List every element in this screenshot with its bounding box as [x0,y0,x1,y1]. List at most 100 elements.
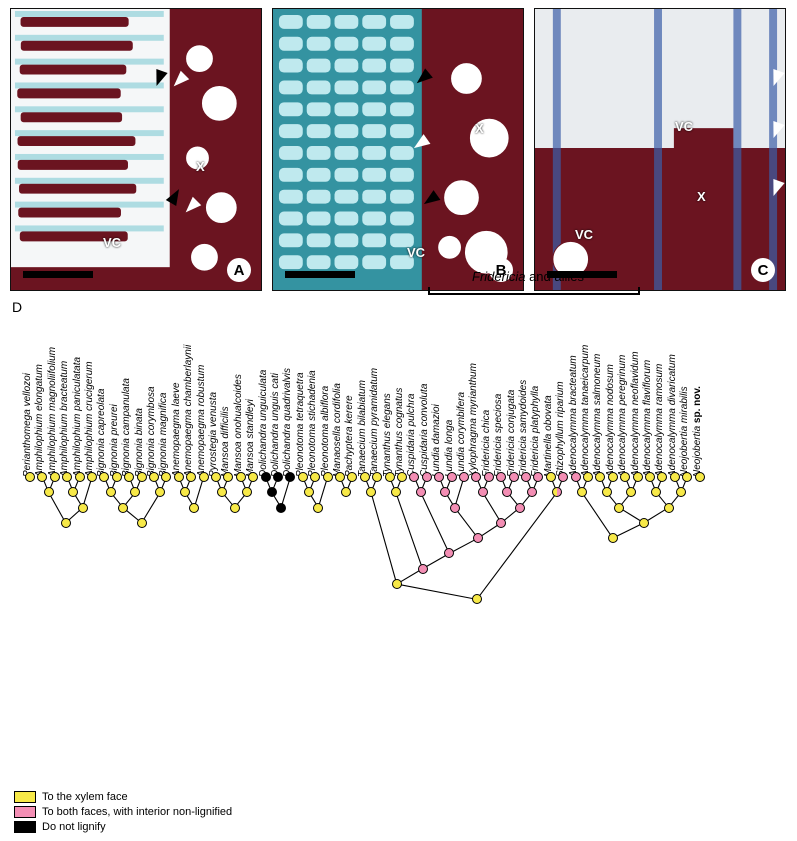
tree-node [189,503,199,513]
tree-tip [509,472,519,482]
tissue-label-vc: VC [407,245,425,260]
tree-node [515,503,525,513]
taxon-label: Pachyptera kerere [344,395,355,477]
tree-tip [50,472,60,482]
tree-node [496,518,506,528]
tree-node [230,503,240,513]
taxon-label: Anemopaegma chamberlaynii [183,345,194,477]
scalebar [23,271,93,278]
taxon-label: Adenocalymma peregrinum [617,355,628,477]
scalebar [285,271,355,278]
taxon-label: Fridericia platyphylla [530,386,541,477]
tree-node [392,579,402,589]
taxon-label: Adenocalymma nodosum [605,364,616,477]
tree-node [78,503,88,513]
legend-label: To both faces, with interior non-lignifi… [42,806,232,818]
phylogeny-tree [10,477,787,767]
legend-label: To the xylem face [42,791,128,803]
taxon-label: Anemopaegma robustum [196,365,207,477]
tree-tip [211,472,221,482]
micrograph-panel-b: VCXB [272,8,524,291]
tissue-label-x: X [475,121,484,136]
legend-label: Do not lignify [42,821,106,833]
taxon-label: Adenocalymma flaviflorum [642,360,653,477]
tree-tip [25,472,35,482]
taxon-label: Pleonotoma albiflora [320,386,331,477]
taxon-label: Amphilophium crucigerum [84,361,95,477]
taxon-label: Amphilophium paniculatata [72,357,83,477]
tissue-label-x: X [697,189,706,204]
tree-tip [75,472,85,482]
tree-tip [112,472,122,482]
taxon-label: Adenocalymma bracteatum [568,355,579,477]
tree-node [44,487,54,497]
tree-tip [335,472,345,482]
taxon-label: Cuspidaria pulchra [406,394,417,477]
taxon-label: Amphilophium magnoliifolium [47,347,58,477]
taxon-label: Bignonia magnifica [158,393,169,478]
tree-tip [546,472,556,482]
taxon-label: Amphilophium bracteatum [59,361,70,477]
panel-d-letter: D [12,299,787,315]
taxon-label: Lundia damazioi [431,404,442,477]
tree-node [118,503,128,513]
taxon-label: Lundia corymbifera [456,392,467,477]
panel-letter: C [751,258,775,282]
taxon-label: Fridericia chica [481,410,492,477]
tissue-label-vc: VC [575,227,593,242]
tree-node [137,518,147,528]
tree-tip [571,472,581,482]
tree-tip [236,472,246,482]
tree-tip [323,472,333,482]
legend-swatch [14,791,36,803]
taxon-label: Lundia longa [444,420,455,477]
taxon-label: Stizophyllum riparium [555,381,566,477]
taxon-label: Adenocalymma divaricatum [667,354,678,477]
legend-swatch [14,806,36,818]
tree-node [614,503,624,513]
taxon-label: Cuspidaria convoluta [419,384,430,477]
tree-tip [385,472,395,482]
tree-tip [360,472,370,482]
tree-tip [695,472,705,482]
taxon-label: Mansoa difficilis [220,406,231,477]
tree-tip [608,472,618,482]
taxon-label: Perianthomega vellozoi [22,373,33,477]
tree-node [602,487,612,497]
tree-node [450,503,460,513]
tree-node [416,487,426,497]
tree-tip [87,472,97,482]
taxon-label: Dolichandra quadrivalvis [282,368,293,477]
taxon-label: Bignonia corymbosa [146,386,157,477]
taxon-label: Neojobertia mirabilis [679,386,690,477]
taxon-label: Adenocalymma tanaeicarpum [580,345,591,477]
taxon-label: Tynanthus cognatus [394,388,405,477]
legend-row: To the xylem face [14,791,232,803]
taxa-labels: Perianthomega vellozoiAmphilophium elong… [10,317,787,477]
legend: To the xylem face To both faces, with int… [14,788,232,833]
taxon-label: Fridericia samydoides [518,380,529,477]
taxon-label: Bignonia capreolata [96,389,107,477]
tree-node [478,487,488,497]
tree-tip [422,472,432,482]
tissue-label-vc: VC [103,235,121,250]
taxon-label: Dolichandra unguis cati [270,373,281,477]
tree-tip [261,472,271,482]
tree-tip [447,472,457,482]
taxon-label: Mansoa onohualcoides [233,374,244,477]
tree-tip [174,472,184,482]
taxon-label: Bignonia campanulata [121,378,132,477]
tree-tip [583,472,593,482]
taxon-label: Tanaecium bilabiatum [357,380,368,477]
micrograph-panel-a: VCXA [10,8,262,291]
taxon-label: Adenocalymma neoflavidum [630,351,641,477]
tree-tip [273,472,283,482]
taxon-label: Bignonia binata [134,408,145,477]
tree-tip [459,472,469,482]
taxon-label: Tanaecium pyramidatum [369,368,380,477]
tree-node [639,518,649,528]
tree-node [608,533,618,543]
tree-tip [645,472,655,482]
tree-node [418,564,428,574]
tissue-label-x: X [196,159,205,174]
